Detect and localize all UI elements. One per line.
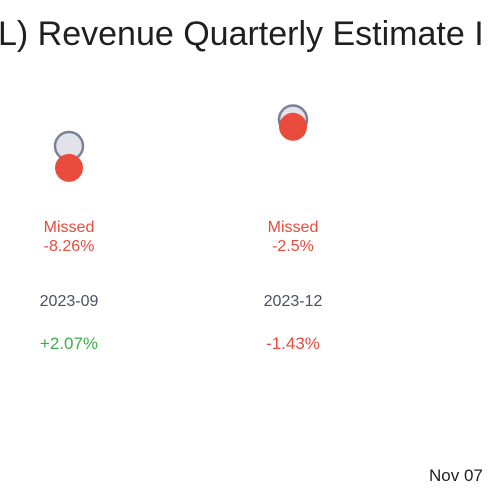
result-status: Missed — [268, 219, 319, 236]
actual-marker — [55, 153, 83, 182]
quarter-column: Missed -2.5% 2023-12 -1.43% — [264, 104, 323, 353]
surprise-percent: -2.5% — [272, 238, 314, 255]
quarter-column: Missed -8.26% 2023-09 +2.07% — [40, 130, 99, 353]
quarters-group: Missed -8.26% 2023-09 +2.07% Missed -2.5% 2023… — [40, 104, 323, 353]
period-label: 2023-12 — [264, 293, 323, 310]
result-status: Missed — [44, 219, 95, 236]
price-change: +2.07% — [40, 334, 98, 353]
surprise-percent: -8.26% — [44, 238, 95, 255]
actual-marker — [279, 112, 307, 141]
period-label: 2023-09 — [40, 293, 99, 310]
chart-title: L) Revenue Quarterly Estimate I — [0, 15, 484, 53]
date-label: Nov 07 — [429, 466, 483, 485]
price-change: -1.43% — [266, 334, 320, 353]
